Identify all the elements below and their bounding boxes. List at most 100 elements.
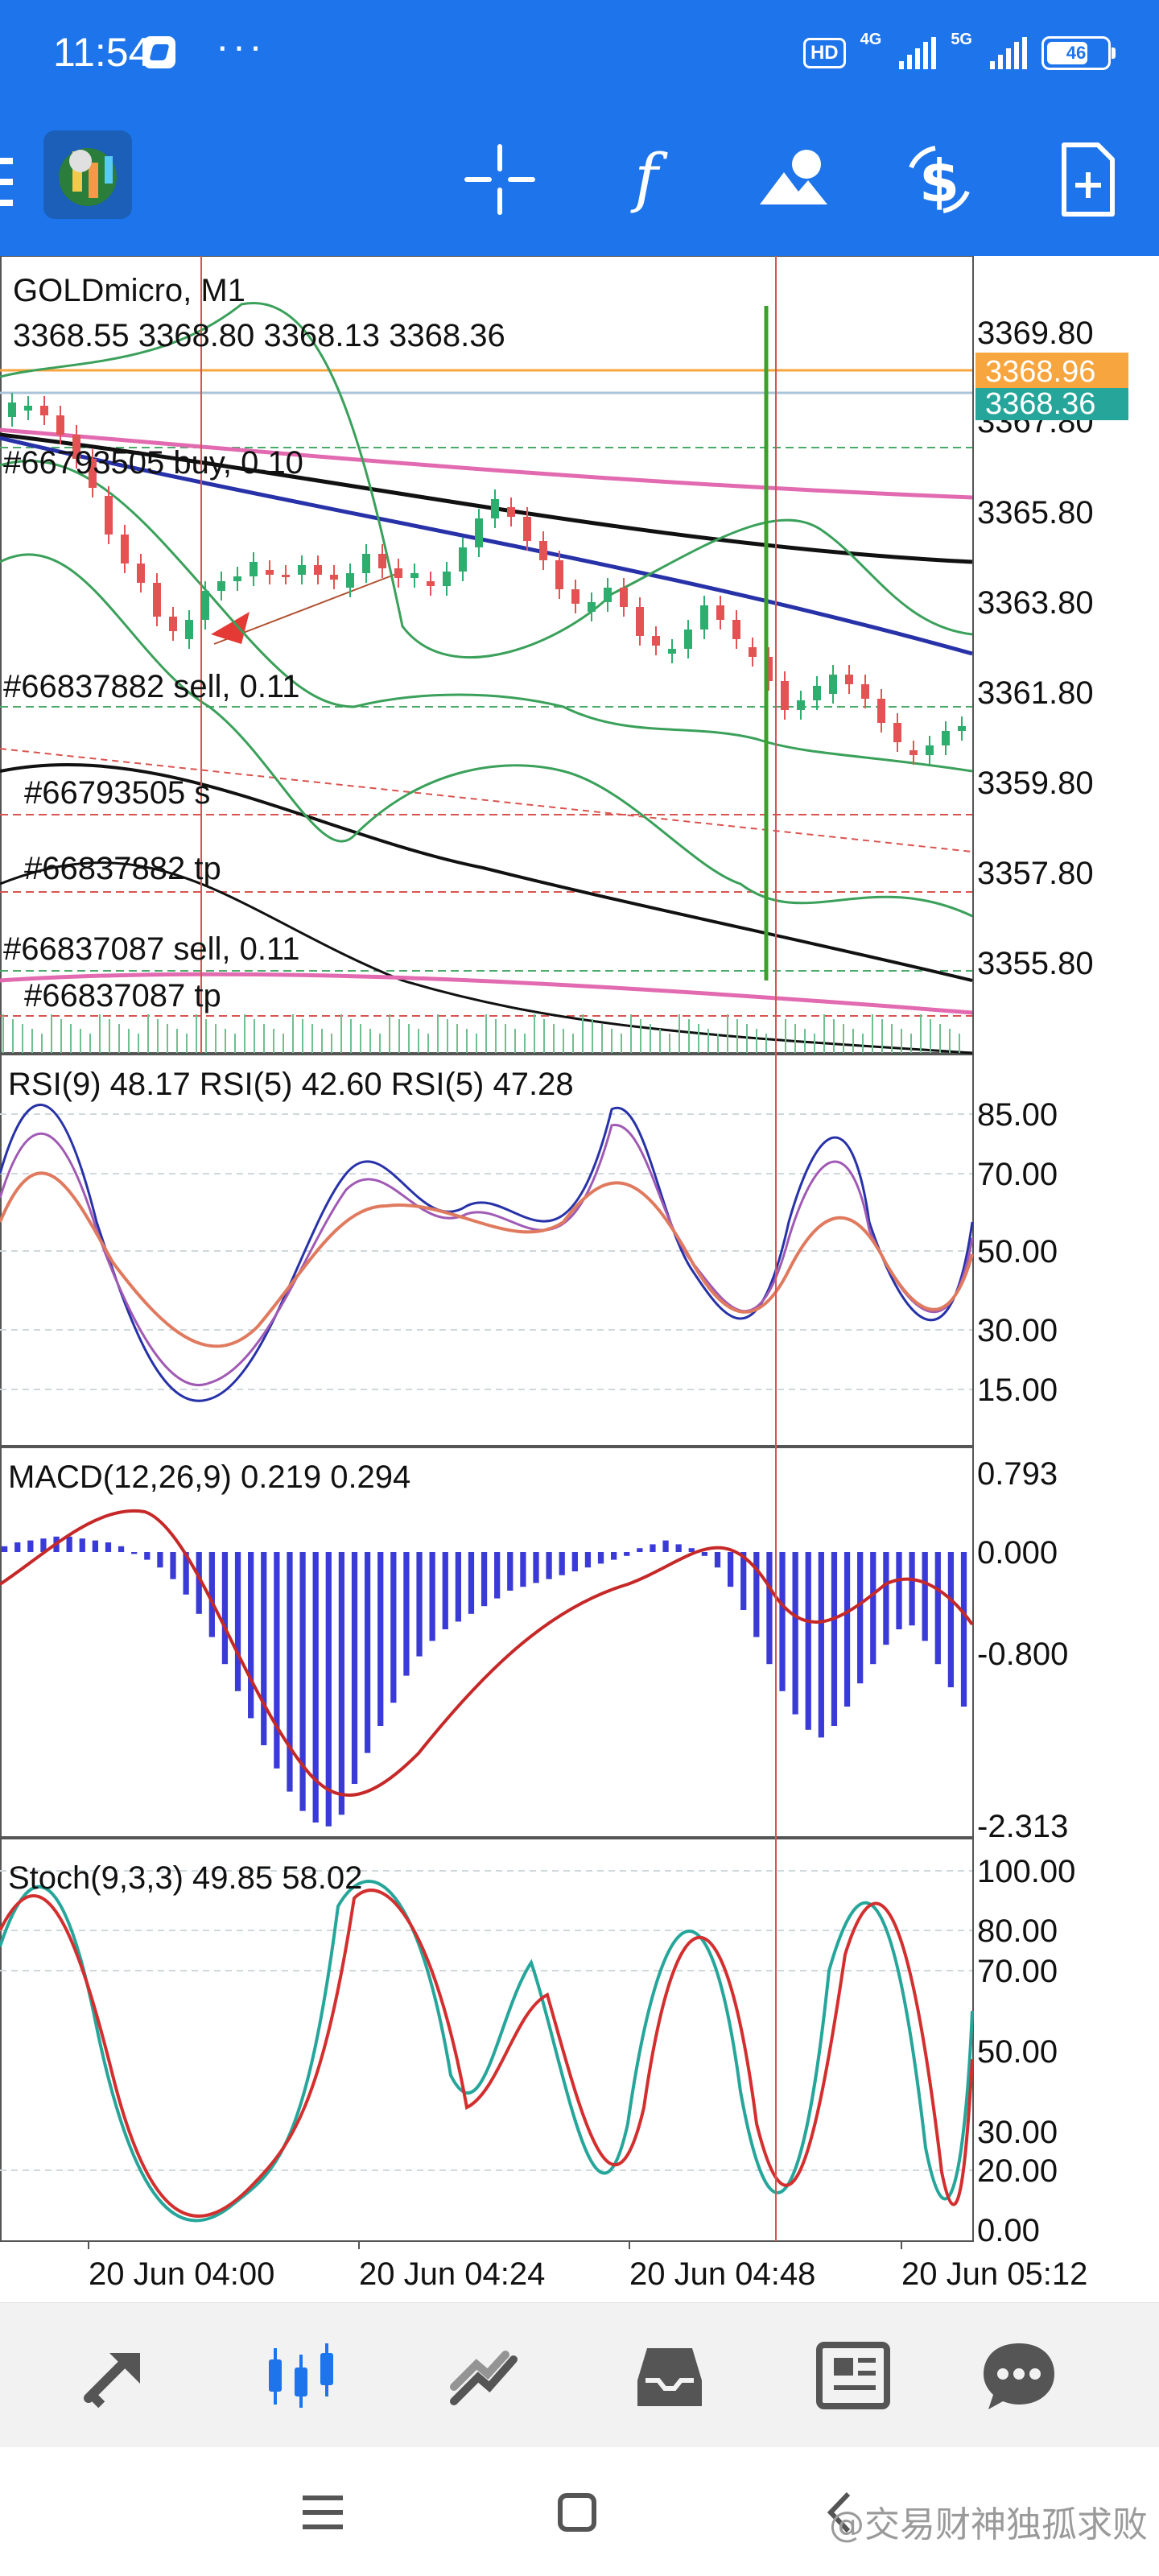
quotes-icon[interactable] xyxy=(77,2335,158,2416)
macd-histogram-bar xyxy=(66,1536,72,1552)
trade-dollar-icon[interactable]: $ xyxy=(895,135,984,224)
crosshair-icon[interactable] xyxy=(456,135,544,224)
moving-average-line xyxy=(0,861,973,1055)
macd-histogram-bar xyxy=(611,1552,617,1560)
rsi-tick-label: 70.00 xyxy=(977,1157,1058,1192)
macd-histogram-bar xyxy=(571,1552,578,1571)
macd-histogram-bar xyxy=(947,1552,955,1687)
candlestick xyxy=(56,415,64,435)
candlestick xyxy=(378,554,386,568)
bollinger-lower xyxy=(0,553,973,918)
macd-histogram-bar xyxy=(390,1552,397,1703)
macd-histogram-bar xyxy=(934,1552,941,1665)
macd-tick-label: -0.800 xyxy=(977,1637,1068,1672)
candlestick xyxy=(652,636,660,646)
trend-line xyxy=(213,571,403,645)
battery-level: 46 xyxy=(1066,43,1087,63)
stoch-header: Stoch(9,3,3) 49.85 58.02 xyxy=(8,1860,362,1896)
candlestick xyxy=(8,402,16,417)
news-icon[interactable] xyxy=(813,2335,893,2416)
order-label-sell[interactable]: #66837087 sell, 0.11 xyxy=(3,931,299,967)
macd-histogram-bar xyxy=(455,1552,461,1622)
macd-histogram-bar xyxy=(131,1552,138,1554)
macd-histogram-bar xyxy=(559,1552,565,1575)
candlestick xyxy=(89,459,97,488)
candlestick xyxy=(105,496,113,535)
bottom-navigation xyxy=(0,2302,1159,2448)
macd-histogram-bar xyxy=(481,1552,488,1607)
metatrader-icon[interactable] xyxy=(40,127,135,222)
macd-histogram-bar xyxy=(662,1540,669,1552)
network-type-5g: 5G xyxy=(951,31,972,48)
symbol-label: GOLDmicro, M1 xyxy=(13,273,245,308)
candlestick xyxy=(716,605,724,620)
macd-histogram-bar xyxy=(325,1552,332,1827)
macd-histogram-bar xyxy=(831,1552,838,1726)
candlestick xyxy=(185,620,193,639)
menu-icon[interactable] xyxy=(0,155,32,211)
stoch-tick-label: 80.00 xyxy=(977,1913,1058,1949)
chart-canvas[interactable]: GOLDmicro, M1 3368.55 3368.80 3368.13 33… xyxy=(0,256,1159,2302)
macd-histogram-bar xyxy=(909,1552,915,1626)
trade-icon[interactable] xyxy=(444,2335,525,2416)
macd-histogram-bar xyxy=(40,1538,47,1552)
rsi-indicator xyxy=(0,1104,974,1402)
signal-icon xyxy=(899,37,937,69)
new-order-icon[interactable] xyxy=(1041,135,1130,224)
moving-average-line xyxy=(0,427,973,500)
macd-histogram-bar xyxy=(221,1552,229,1665)
time-axis-label: 20 Jun 04:24 xyxy=(359,2256,545,2292)
candlestick xyxy=(233,576,241,581)
price-tick-label: 3359.80 xyxy=(977,766,1094,801)
order-label-sl[interactable]: #66793505 s xyxy=(24,775,210,811)
macd-histogram-bar xyxy=(377,1552,384,1726)
candlestick xyxy=(700,605,708,630)
macd-histogram-bar xyxy=(118,1546,125,1552)
candlestick xyxy=(362,554,370,573)
rsi-tick-label: 15.00 xyxy=(977,1373,1058,1408)
moving-average-line xyxy=(0,763,973,982)
macd-histogram-bar xyxy=(403,1552,410,1676)
messages-icon[interactable] xyxy=(979,2335,1059,2416)
order-label-tp[interactable]: #66837087 tp xyxy=(24,978,221,1013)
macd-histogram-bar xyxy=(843,1552,851,1707)
order-label-sell[interactable]: #66837882 sell, 0.11 xyxy=(3,669,299,704)
status-indicators: HD 4G 5G 46 xyxy=(802,31,1116,76)
candlestick xyxy=(330,575,338,580)
macd-histogram-bar xyxy=(896,1552,902,1629)
home-icon[interactable] xyxy=(549,2484,605,2541)
indicator-f-icon[interactable]: f xyxy=(602,135,691,224)
candlestick xyxy=(620,588,628,607)
trend-line xyxy=(0,748,973,852)
chart-icon[interactable] xyxy=(261,2335,341,2416)
macd-histogram-bar xyxy=(287,1552,293,1792)
candlestick xyxy=(169,617,177,631)
candlestick xyxy=(217,581,225,591)
chart-area[interactable]: GOLDmicro, M1 3368.55 3368.80 3368.13 33… xyxy=(0,256,1159,2302)
macd-histogram-bar xyxy=(2,1546,8,1552)
order-label-tp[interactable]: #66837882 tp xyxy=(24,851,221,886)
back-icon[interactable] xyxy=(813,2484,869,2541)
macd-histogram-bar xyxy=(208,1552,215,1637)
menu-icon[interactable] xyxy=(295,2484,351,2541)
macd-histogram-bar xyxy=(637,1548,643,1552)
ask-price-text: 3368.96 xyxy=(985,355,1095,389)
candlestick xyxy=(749,647,757,657)
candlestick xyxy=(137,564,145,583)
candlestick xyxy=(571,589,580,604)
macd-histogram-bar xyxy=(79,1538,85,1552)
candlestick xyxy=(72,435,80,459)
rsi-tick-label: 30.00 xyxy=(977,1313,1058,1348)
candlestick xyxy=(475,518,483,547)
macd-histogram-bar xyxy=(883,1552,889,1645)
history-icon[interactable] xyxy=(629,2335,710,2416)
stoch-k-line xyxy=(0,1880,974,2223)
candlestick xyxy=(926,745,934,755)
objects-icon[interactable] xyxy=(749,135,837,224)
candlestick xyxy=(250,562,258,576)
candlestick xyxy=(877,699,885,723)
macd-histogram-bar xyxy=(546,1552,552,1579)
order-label-buy[interactable]: #66793505 buy, 0.10 xyxy=(3,445,303,481)
candlestick xyxy=(893,723,901,742)
macd-histogram-bar xyxy=(870,1552,876,1665)
